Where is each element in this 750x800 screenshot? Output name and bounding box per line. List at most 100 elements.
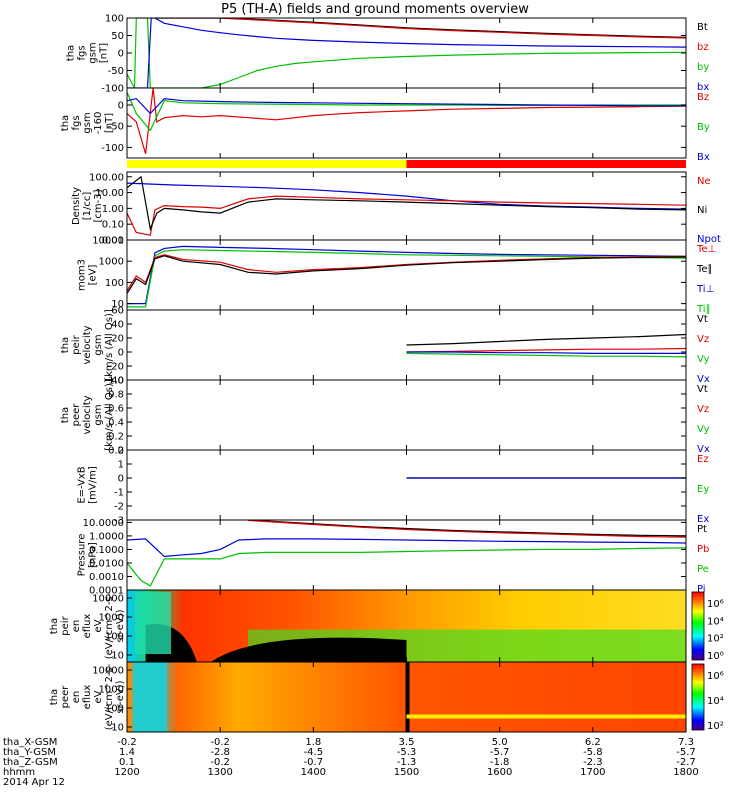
xaxis-row-label: tha_Y-GSM	[3, 747, 56, 758]
series-Bz-line	[127, 88, 686, 154]
ytick-label: 10	[111, 299, 124, 310]
legend-Vt: Vt	[697, 314, 708, 325]
ylabel-line: [km/s (All Qs)]	[104, 379, 115, 451]
ytick-label: -20	[108, 362, 124, 373]
xaxis-value: 1800	[673, 767, 698, 778]
ylabel-line: [1/cc]	[82, 192, 93, 221]
xaxis-value: 1200	[114, 767, 139, 778]
data-gap	[210, 637, 407, 662]
ytick-label: 100	[105, 278, 124, 289]
ytick-label: 0.0010	[89, 572, 124, 583]
series-Ni-line	[127, 175, 686, 232]
xaxis-value: 1.8	[305, 737, 321, 748]
ylabel-line: [eV]	[88, 265, 99, 286]
series-Vt-line	[406, 333, 686, 346]
ylabel-line: Density	[71, 187, 82, 225]
series-Ti⊥-line	[127, 245, 686, 305]
xaxis-value: -0.2	[210, 757, 230, 768]
xaxis-value: 5.0	[492, 737, 508, 748]
panel-2: 100.00 10.00 1.00 0.10 0.01 Density [1/cc] [cm-…	[71, 171, 721, 247]
ytick-label: 10	[111, 723, 124, 734]
ytick-label: 0	[118, 348, 124, 359]
panel-4: 60 40 20 0 -20 -40 tha peir velocity gsm [km/s (Al…	[60, 306, 710, 387]
ytick-label: 100	[105, 14, 124, 25]
ylabel-line: [km/s (All Qs)]	[104, 309, 115, 381]
legend-Te∥: Te∥	[696, 264, 713, 275]
xaxis-value: -5.7	[676, 747, 696, 758]
legend-Ex: Ex	[697, 514, 709, 525]
xaxis-value: -4.5	[304, 747, 324, 758]
xaxis-value: -5.8	[583, 747, 603, 758]
ytick-label: 20	[111, 334, 124, 345]
ytick-label: 50	[111, 31, 124, 42]
ylabel-line: -160	[93, 112, 104, 135]
series-Bx-line	[127, 97, 686, 115]
ytick-label: 10.00	[95, 188, 124, 199]
ylabel-line: peer	[60, 685, 71, 709]
ylabel-line: tha	[66, 45, 77, 61]
colorbar-tick-label: 10²	[707, 634, 724, 645]
mode-bar-segment	[406, 160, 686, 168]
xaxis-value: 6.2	[585, 737, 601, 748]
ytick-label: 0	[118, 49, 124, 60]
plot-title: P5 (TH-A) fields and ground moments over…	[221, 2, 529, 17]
ylabel-line: eflux	[82, 614, 93, 639]
xaxis-value: 1400	[301, 767, 326, 778]
ylabel-line: eV	[93, 619, 104, 632]
ylabel-line: fgs	[71, 115, 82, 130]
xaxis-value: 1500	[394, 767, 419, 778]
xaxis-value: 1.4	[119, 747, 135, 758]
legend-Pb: Pb	[697, 544, 709, 555]
series-Te∥-line	[127, 255, 686, 294]
ytick-label: 0.0001	[89, 586, 124, 597]
date-label: 2014 Apr 12	[3, 777, 65, 788]
ytick-label: 1000	[99, 257, 124, 268]
legend-Vt: Vt	[697, 384, 708, 395]
low-energy-band	[406, 714, 686, 719]
xaxis-row-label: tha_Z-GSM	[3, 757, 58, 768]
ytick-label: -50	[108, 66, 124, 77]
ylabel-line: eV	[93, 690, 104, 703]
panel-frame	[126, 171, 687, 241]
xaxis-row-label: hhmm	[3, 767, 35, 778]
ytick-label: 0.10	[102, 220, 124, 231]
ytick-label: 10.0000	[83, 518, 124, 529]
xaxis-value: 7.3	[678, 737, 694, 748]
ylabel-line: en	[71, 620, 82, 633]
ylabel-line: (eV/(cm^2-s-	[104, 592, 115, 659]
series-Vx-line	[406, 351, 686, 354]
ytick-label: 10000	[92, 666, 124, 677]
colorbar-tick-label: 10⁴	[707, 616, 724, 627]
legend-Ni: Ni	[697, 205, 707, 216]
ytick-label: 1	[118, 460, 124, 471]
panel-frame	[126, 379, 687, 451]
series-bx-line	[127, 18, 686, 88]
colorbar-tick-label: 10⁶	[707, 671, 724, 682]
ylabel-line: peir	[71, 334, 82, 354]
ytick-label: 0	[118, 100, 124, 111]
ylabel-line: (eV/(cm^2-s-	[104, 663, 115, 730]
ytick-label: 10	[111, 651, 124, 662]
series-Ne-line	[127, 195, 686, 236]
series-Pi-line	[127, 538, 686, 558]
ylabel-line: tha	[49, 689, 60, 705]
series-Pe-line	[127, 547, 686, 587]
series-bz-line	[154, 18, 686, 39]
ytick-label: -100	[101, 84, 124, 95]
ytick-label: 100.00	[89, 172, 124, 183]
ylabel-line: tha	[60, 407, 71, 423]
colorbar-tick-label: 10⁴	[707, 696, 724, 707]
panel-8: 10000 1000 100 10 10⁶ 10⁴ 10² 10⁰ tha peir en eflux…	[49, 589, 724, 663]
ytick-label: 10000	[92, 594, 124, 605]
legend-bx: bx	[697, 82, 709, 93]
xaxis-value: 0.1	[119, 757, 135, 768]
xaxis-value: 1300	[207, 767, 232, 778]
colorbar	[691, 663, 705, 731]
legend-Pt: Pt	[697, 524, 707, 535]
series-Npot-line	[127, 182, 686, 210]
legend-Bx: Bx	[697, 152, 710, 163]
ytick-label: 0.2	[108, 432, 124, 443]
legend-Ne: Ne	[697, 176, 711, 187]
panel-9: 10000 1000 100 10 10⁶ 10⁴ 10² tha peer en eflux eV(…	[49, 661, 724, 734]
xaxis-value: -2.3	[583, 757, 603, 768]
